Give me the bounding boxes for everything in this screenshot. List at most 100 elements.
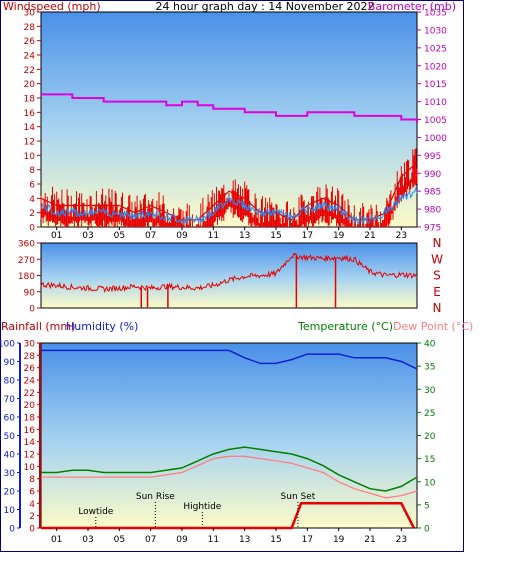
temp-y-tick-label: 20 (424, 432, 436, 442)
wind-y-tick-label: 4 (29, 195, 35, 205)
wind-x-tick-label: 19 (333, 231, 345, 241)
baro-y-tick-label: 1005 (424, 116, 447, 126)
humidity-y-tick-label: 70 (4, 395, 16, 405)
humidity-series (41, 349, 418, 370)
wind-y-tick-label: 14 (24, 123, 36, 133)
wind-x-tick-label: 17 (302, 231, 313, 241)
wind-x-tick-label: 07 (145, 231, 156, 241)
rain-y-tick-label: 20 (24, 401, 36, 411)
rain-y-tick-label: 6 (29, 488, 35, 498)
rain-y-tick-label: 18 (24, 414, 36, 424)
baro-y-tick-label: 985 (424, 188, 441, 198)
direction-y-tick-label: 0 (29, 305, 35, 315)
rain-y-tick-label: 8 (29, 475, 35, 485)
direction-y-tick-label: 180 (18, 272, 35, 282)
annotation-label: Sun Rise (136, 492, 175, 502)
humidity-y-tick-label: 0 (9, 525, 15, 535)
temperature-series (41, 446, 418, 492)
rain-y-tick-label: 16 (24, 426, 36, 436)
wind-x-tick-label: 21 (364, 231, 375, 241)
humidity-y-tick-label: 80 (4, 377, 16, 387)
compass-label: S (433, 269, 441, 283)
wind-average-series (40, 187, 418, 226)
rain-x-tick-label: 05 (114, 535, 125, 545)
rain-y-tick-label: 12 (24, 451, 35, 461)
wind-x-tick-label: 23 (396, 231, 407, 241)
rain-y-tick-label: 22 (24, 389, 35, 399)
wind-y-tick-label: 2 (29, 209, 35, 219)
temp-y-tick-label: 40 (424, 340, 436, 350)
rain-y-tick-label: 4 (29, 500, 35, 510)
rain-x-tick-label: 15 (270, 535, 281, 545)
wind-y-tick-label: 12 (24, 138, 35, 148)
wind-y-tick-label: 24 (24, 52, 36, 62)
direction-series (40, 252, 418, 308)
wind-y-tick-label: 16 (24, 109, 36, 119)
humidity-y-tick-label: 10 (4, 506, 16, 516)
rain-x-tick-label: 17 (302, 535, 313, 545)
rain-x-ticks: 01 03 05 07 09 11 13 15 17 19 21 23 (51, 528, 407, 545)
baro-y-tick-label: 980 (424, 206, 441, 216)
humidity-y-tick-label: 90 (4, 358, 16, 368)
wind-x-tick-label: 15 (270, 231, 281, 241)
rain-y-tick-label: 14 (24, 438, 36, 448)
barometer-series (41, 93, 418, 124)
direction-plot-area (40, 242, 418, 309)
rain-x-tick-label: 03 (82, 535, 93, 545)
humidity-y-tick-label: 40 (4, 451, 16, 461)
rain-axis-title: Rainfall (mm) (1, 320, 75, 333)
graph-title: 24 hour graph day : 14 November 2022 (155, 0, 374, 13)
direction-y-tick-label: 90 (24, 288, 36, 298)
rain-y-tick-label: 10 (24, 463, 36, 473)
wind-x-tick-label: 05 (114, 231, 125, 241)
baro-axis-title: Barometer (mb) (368, 0, 456, 13)
wind-baro-series (40, 93, 418, 227)
wind-x-tick-label: 03 (82, 231, 93, 241)
baro-y-tick-label: 995 (424, 152, 441, 162)
humidity-y-ticks: 0 10 20 30 40 50 60 70 80 90 100 (0, 340, 20, 535)
compass-label: N (433, 301, 442, 315)
dewpoint-axis-title: Dew Point (°C) (393, 320, 473, 333)
wind-y-tick-label: 22 (24, 66, 35, 76)
compass-label: E (433, 285, 441, 299)
baro-y-tick-label: 1010 (424, 98, 447, 108)
humidity-y-tick-label: 100 (0, 340, 15, 350)
annotation-label: Lowtide (78, 507, 113, 517)
rain-plot-area (40, 342, 418, 529)
temp-y-tick-label: 30 (424, 386, 436, 396)
humidity-axis-title: Humidity (%) (66, 320, 138, 333)
windspeed-series (40, 162, 418, 221)
wind-y-tick-label: 26 (24, 37, 36, 47)
wind-y-tick-label: 20 (24, 80, 36, 90)
temp-y-tick-label: 25 (424, 409, 435, 419)
wind-y-tick-label: 0 (29, 224, 35, 234)
rain-y-tick-label: 26 (24, 364, 36, 374)
baro-y-tick-label: 990 (424, 170, 441, 180)
temp-y-tick-label: 15 (424, 455, 435, 465)
rain-x-tick-label: 23 (396, 535, 407, 545)
rain-x-tick-label: 21 (364, 535, 375, 545)
temp-axis-title: Temperature (°C) (297, 320, 393, 333)
rain-x-tick-label: 19 (333, 535, 345, 545)
rain-x-tick-label: 07 (145, 535, 156, 545)
wind-y-tick-label: 30 (24, 9, 36, 19)
temp-y-ticks: 0 5 10 15 20 25 30 35 40 (417, 340, 436, 535)
direction-y-tick-label: 360 (18, 240, 35, 250)
outer-frame (0, 0, 464, 552)
wind-y-tick-label: 6 (29, 181, 35, 191)
rain-y-tick-label: 30 (24, 340, 36, 350)
annotation-label: Hightide (183, 502, 221, 512)
rain-y-tick-label: 0 (29, 525, 35, 535)
wind-x-tick-label: 09 (176, 231, 188, 241)
wind-y-tick-label: 8 (29, 166, 35, 176)
rain-x-tick-label: 11 (208, 535, 219, 545)
temp-y-tick-label: 35 (424, 363, 435, 373)
rain-x-tick-label: 13 (239, 535, 250, 545)
baro-y-tick-label: 1030 (424, 26, 447, 36)
compass-label: W (431, 252, 443, 266)
baro-y-tick-label: 1035 (424, 9, 447, 19)
temp-y-tick-label: 10 (424, 478, 436, 488)
wind-y-tick-label: 28 (24, 23, 36, 33)
